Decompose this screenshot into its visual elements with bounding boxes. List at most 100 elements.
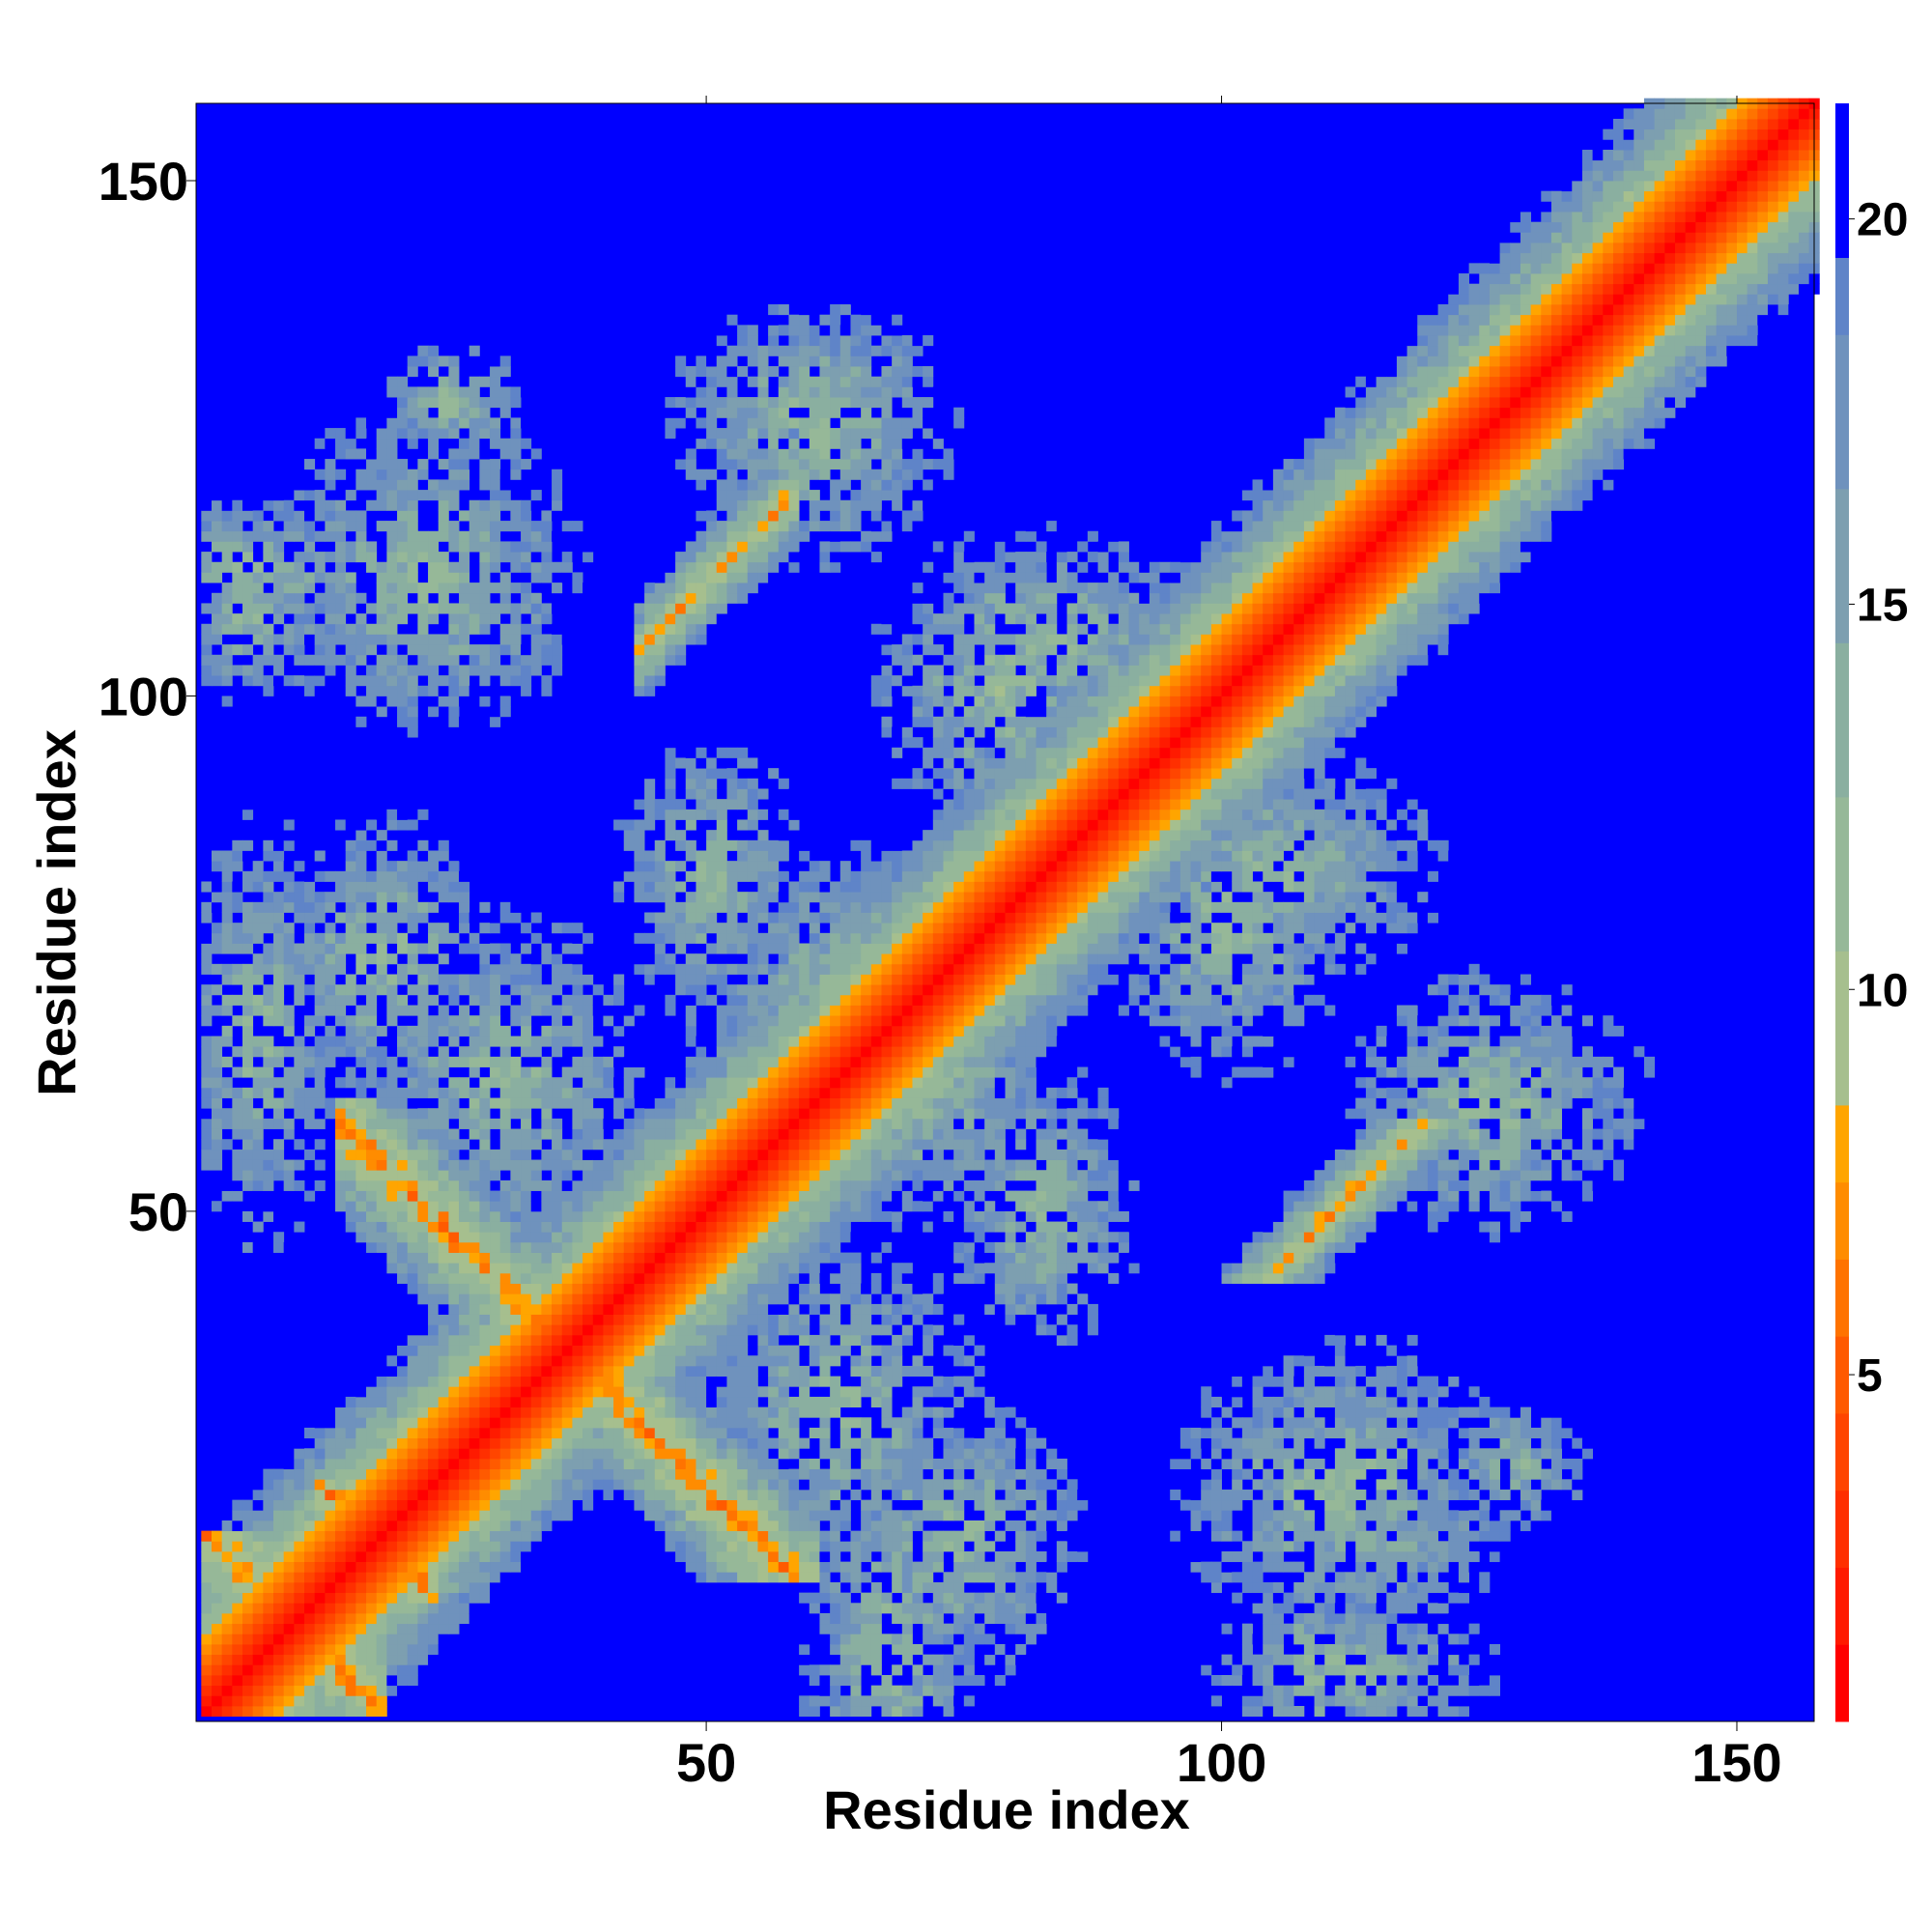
- heatmap-cell: [335, 592, 347, 604]
- heatmap-cell: [448, 1272, 460, 1284]
- heatmap-cell: [582, 552, 594, 563]
- heatmap-cell: [541, 1458, 553, 1470]
- heatmap-cell: [407, 1108, 418, 1120]
- heatmap-cell: [737, 1396, 749, 1407]
- heatmap-cell: [376, 974, 387, 985]
- heatmap-cell: [768, 1149, 780, 1160]
- heatmap-cell: [778, 974, 789, 985]
- heatmap-cell: [479, 665, 491, 676]
- heatmap-cell: [283, 592, 295, 604]
- heatmap-cell: [819, 541, 831, 553]
- heatmap-cell: [212, 490, 223, 501]
- heatmap-cell: [830, 1448, 841, 1460]
- heatmap-cell: [469, 459, 480, 470]
- heatmap-cell: [469, 1221, 480, 1233]
- heatmap-cell: [438, 1581, 449, 1594]
- heatmap-cell: [314, 932, 326, 944]
- heatmap-cell: [479, 1190, 491, 1202]
- heatmap-cell: [345, 428, 356, 440]
- heatmap-cell: [417, 603, 429, 614]
- heatmap-cell: [314, 490, 326, 501]
- heatmap-cell: [603, 1293, 614, 1305]
- heatmap-cell: [212, 1201, 223, 1212]
- heatmap-cell: [212, 1581, 223, 1594]
- heatmap-cell: [675, 1427, 687, 1439]
- heatmap-cell: [665, 768, 676, 780]
- heatmap-cell: [675, 572, 687, 583]
- heatmap-cell: [366, 1572, 378, 1583]
- heatmap-cell: [592, 1179, 604, 1191]
- heatmap-cell: [417, 654, 429, 666]
- heatmap-cell: [799, 943, 810, 954]
- heatmap-cell: [407, 984, 418, 996]
- heatmap-cell: [386, 861, 398, 872]
- heatmap-cell: [459, 1056, 470, 1067]
- heatmap-cell: [335, 1603, 347, 1614]
- heatmap-cell: [459, 572, 470, 583]
- heatmap-cell: [448, 706, 460, 718]
- heatmap-cell: [263, 1510, 274, 1521]
- heatmap-cell: [685, 809, 696, 820]
- heatmap-cell: [355, 1581, 367, 1594]
- heatmap-cell: [582, 1056, 594, 1067]
- heatmap-cell: [242, 1179, 254, 1191]
- heatmap-cell: [417, 1643, 429, 1656]
- heatmap-cell: [469, 1365, 480, 1377]
- heatmap-cell: [654, 1314, 666, 1325]
- heatmap-cell: [768, 912, 780, 923]
- heatmap-cell: [799, 1386, 810, 1398]
- heatmap-cell: [757, 572, 769, 583]
- heatmap-cell: [788, 376, 800, 387]
- heatmap-cell: [459, 592, 470, 604]
- heatmap-cell: [397, 1634, 409, 1645]
- heatmap-cell: [283, 644, 295, 656]
- heatmap-cell: [716, 963, 727, 975]
- heatmap-cell: [273, 1210, 285, 1222]
- heatmap-cell: [490, 994, 501, 1006]
- heatmap-cell: [634, 1179, 645, 1191]
- heatmap-cell: [469, 1179, 480, 1191]
- heatmap-cell: [613, 892, 625, 903]
- heatmap-cell: [366, 1015, 378, 1027]
- heatmap-cell: [675, 1221, 687, 1233]
- heatmap-cell: [242, 1170, 254, 1181]
- heatmap-cell: [366, 696, 378, 707]
- heatmap-cell: [221, 850, 233, 862]
- heatmap-cell: [778, 1263, 789, 1274]
- heatmap-cell: [294, 654, 305, 666]
- heatmap-cell: [799, 530, 810, 542]
- heatmap-cell: [335, 1232, 347, 1243]
- heatmap-cell: [809, 1170, 820, 1181]
- heatmap-cell: [212, 1170, 223, 1181]
- heatmap-cell: [819, 1087, 831, 1098]
- heatmap-cell: [201, 1149, 213, 1160]
- heatmap-cell: [386, 1623, 398, 1634]
- heatmap-cell: [376, 1706, 387, 1718]
- heatmap-cell: [448, 397, 460, 409]
- heatmap-cell: [768, 552, 780, 563]
- heatmap-cell: [232, 1530, 243, 1542]
- heatmap-cell: [737, 407, 749, 418]
- heatmap-cell: [747, 809, 758, 820]
- heatmap-cell: [499, 1427, 511, 1439]
- heatmap-cell: [726, 1190, 738, 1202]
- heatmap-cell: [479, 1550, 491, 1563]
- heatmap-cell: [530, 654, 542, 666]
- heatmap-cell: [788, 1210, 800, 1222]
- heatmap-cell: [809, 1489, 820, 1501]
- heatmap-cell: [438, 881, 449, 893]
- heatmap-cell: [428, 355, 440, 367]
- heatmap-cell: [407, 1036, 418, 1047]
- heatmap-cell: [417, 428, 429, 440]
- heatmap-cell: [212, 1046, 223, 1058]
- heatmap-cell: [613, 1283, 625, 1294]
- heatmap-cell: [386, 1612, 398, 1625]
- heatmap-cell: [510, 1561, 522, 1573]
- heatmap-cell: [726, 1365, 738, 1377]
- heatmap-cell: [696, 1077, 707, 1089]
- heatmap-cell: [232, 1170, 243, 1181]
- heatmap-cell: [314, 552, 326, 563]
- heatmap-cell: [294, 912, 305, 923]
- heatmap-cell: [696, 1427, 707, 1439]
- heatmap-cell: [757, 1005, 769, 1016]
